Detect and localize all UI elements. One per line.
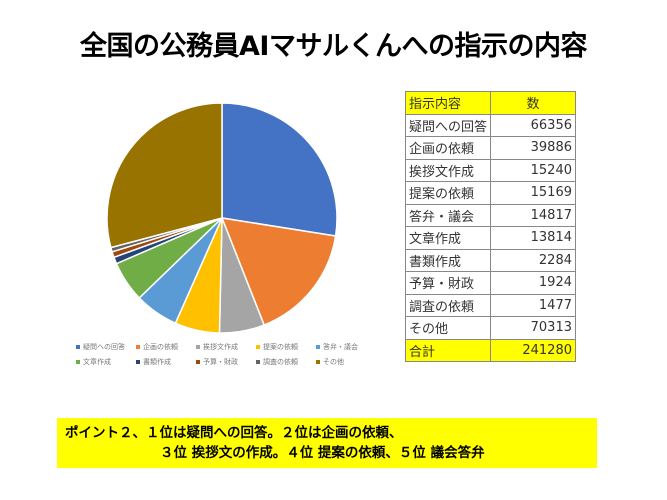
cell-value: 1477: [490, 293, 576, 317]
table-row: 答弁・議会 14817: [405, 203, 576, 227]
cell-value: 15240: [490, 158, 576, 182]
legend-label: 提案の依頼: [263, 342, 298, 351]
legend-label: 文章作成: [83, 357, 111, 366]
pie-slice-1: [221, 102, 338, 237]
legend-item: その他: [316, 357, 376, 367]
table-row: 提案の依頼 15169: [405, 181, 576, 205]
legend-item: 予算・財政: [196, 357, 256, 367]
table-row: 挨拶文作成 15240: [405, 158, 576, 182]
legend-item: 疑問への回答: [76, 342, 136, 352]
cell-name: 挨拶文作成: [405, 158, 491, 182]
cell-value: 数: [490, 91, 576, 115]
cell-name: 書類作成: [405, 248, 491, 272]
legend-row: 疑問への回答 企画の依頼 挨拶文作成 提案の依頼 答弁・議会: [76, 339, 376, 354]
table-row: 書類作成 2284: [405, 248, 576, 272]
cell-name: 企画の依頼: [405, 136, 491, 160]
data-table: 指示内容数疑問への回答 66356 企画の依頼 39886 挨拶文作成 15240 提案の依…: [405, 91, 576, 362]
table-row: 文章作成 13814: [405, 226, 576, 250]
cell-value: 70313: [490, 316, 576, 340]
cell-name: 疑問への回答: [405, 113, 491, 137]
cell-value: 241280: [490, 338, 576, 362]
table-row: 調査の依頼 1477: [405, 293, 576, 317]
legend-label: 調査の依頼: [263, 357, 298, 366]
table-row: その他 70313: [405, 316, 576, 340]
legend-item: 調査の依頼: [256, 357, 316, 367]
legend-item: 企画の依頼: [136, 342, 196, 352]
legend-row: 文章作成 書類作成 予算・財政 調査の依頼 その他: [76, 354, 376, 369]
legend-item: 答弁・議会: [316, 342, 376, 352]
legend-item: 書類作成: [136, 357, 196, 367]
cell-name: 調査の依頼: [405, 293, 491, 317]
legend-label: 疑問への回答: [83, 342, 125, 351]
legend-item: 提案の依頼: [256, 342, 316, 352]
legend-swatch: [76, 344, 80, 349]
cell-name: その他: [405, 316, 491, 340]
table-row: 予算・財政 1924: [405, 271, 576, 295]
legend-label: その他: [323, 357, 344, 366]
note-line-2: ３位 挨拶文の作成。４位 提案の依頼、５位 議会答弁: [160, 445, 485, 461]
cell-value: 15169: [490, 181, 576, 205]
legend-label: 企画の依頼: [143, 342, 178, 351]
cell-name: 予算・財政: [405, 271, 491, 295]
legend-label: 挨拶文作成: [203, 342, 238, 351]
table-row: 疑問への回答 66356: [405, 113, 576, 137]
legend-swatch: [76, 359, 80, 364]
cell-name: 文章作成: [405, 226, 491, 250]
table-row: 企画の依頼 39886: [405, 136, 576, 160]
legend-swatch: [316, 344, 320, 349]
point-note: ポイント２、１位は疑問への回答。２位は企画の依頼、 ３位 挨拶文の作成。４位 提…: [57, 418, 597, 468]
legend-item: 挨拶文作成: [196, 342, 256, 352]
chart-legend: 疑問への回答 企画の依頼 挨拶文作成 提案の依頼 答弁・議会文章作成 書類作成 予算・財政 調…: [76, 339, 376, 369]
legend-swatch: [196, 359, 200, 364]
legend-swatch: [256, 344, 260, 349]
legend-label: 予算・財政: [203, 357, 238, 366]
cell-value: 66356: [490, 113, 576, 137]
cell-value: 14817: [490, 203, 576, 227]
legend-swatch: [196, 344, 200, 349]
legend-swatch: [316, 359, 320, 364]
cell-value: 1924: [490, 271, 576, 295]
page-title: 全国の公務員AIマサルくんへの指示の内容: [80, 31, 587, 62]
table-header-row: 指示内容数: [405, 91, 576, 115]
legend-swatch: [136, 359, 140, 364]
cell-name: 答弁・議会: [405, 203, 491, 227]
cell-value: 2284: [490, 248, 576, 272]
legend-item: 文章作成: [76, 357, 136, 367]
legend-label: 答弁・議会: [323, 342, 358, 351]
pie-chart: [106, 102, 338, 334]
cell-name: 合計: [405, 338, 491, 362]
cell-name: 指示内容: [405, 91, 491, 115]
legend-swatch: [256, 359, 260, 364]
cell-name: 提案の依頼: [405, 181, 491, 205]
pie-slice-10: [106, 102, 223, 249]
table-total-row: 合計 241280: [405, 338, 576, 362]
pie-slice-2: [220, 217, 337, 326]
legend-label: 書類作成: [143, 357, 171, 366]
cell-value: 13814: [490, 226, 576, 250]
legend-swatch: [136, 344, 140, 349]
cell-value: 39886: [490, 136, 576, 160]
note-line-1: ポイント２、１位は疑問への回答。２位は企画の依頼、: [65, 425, 403, 441]
